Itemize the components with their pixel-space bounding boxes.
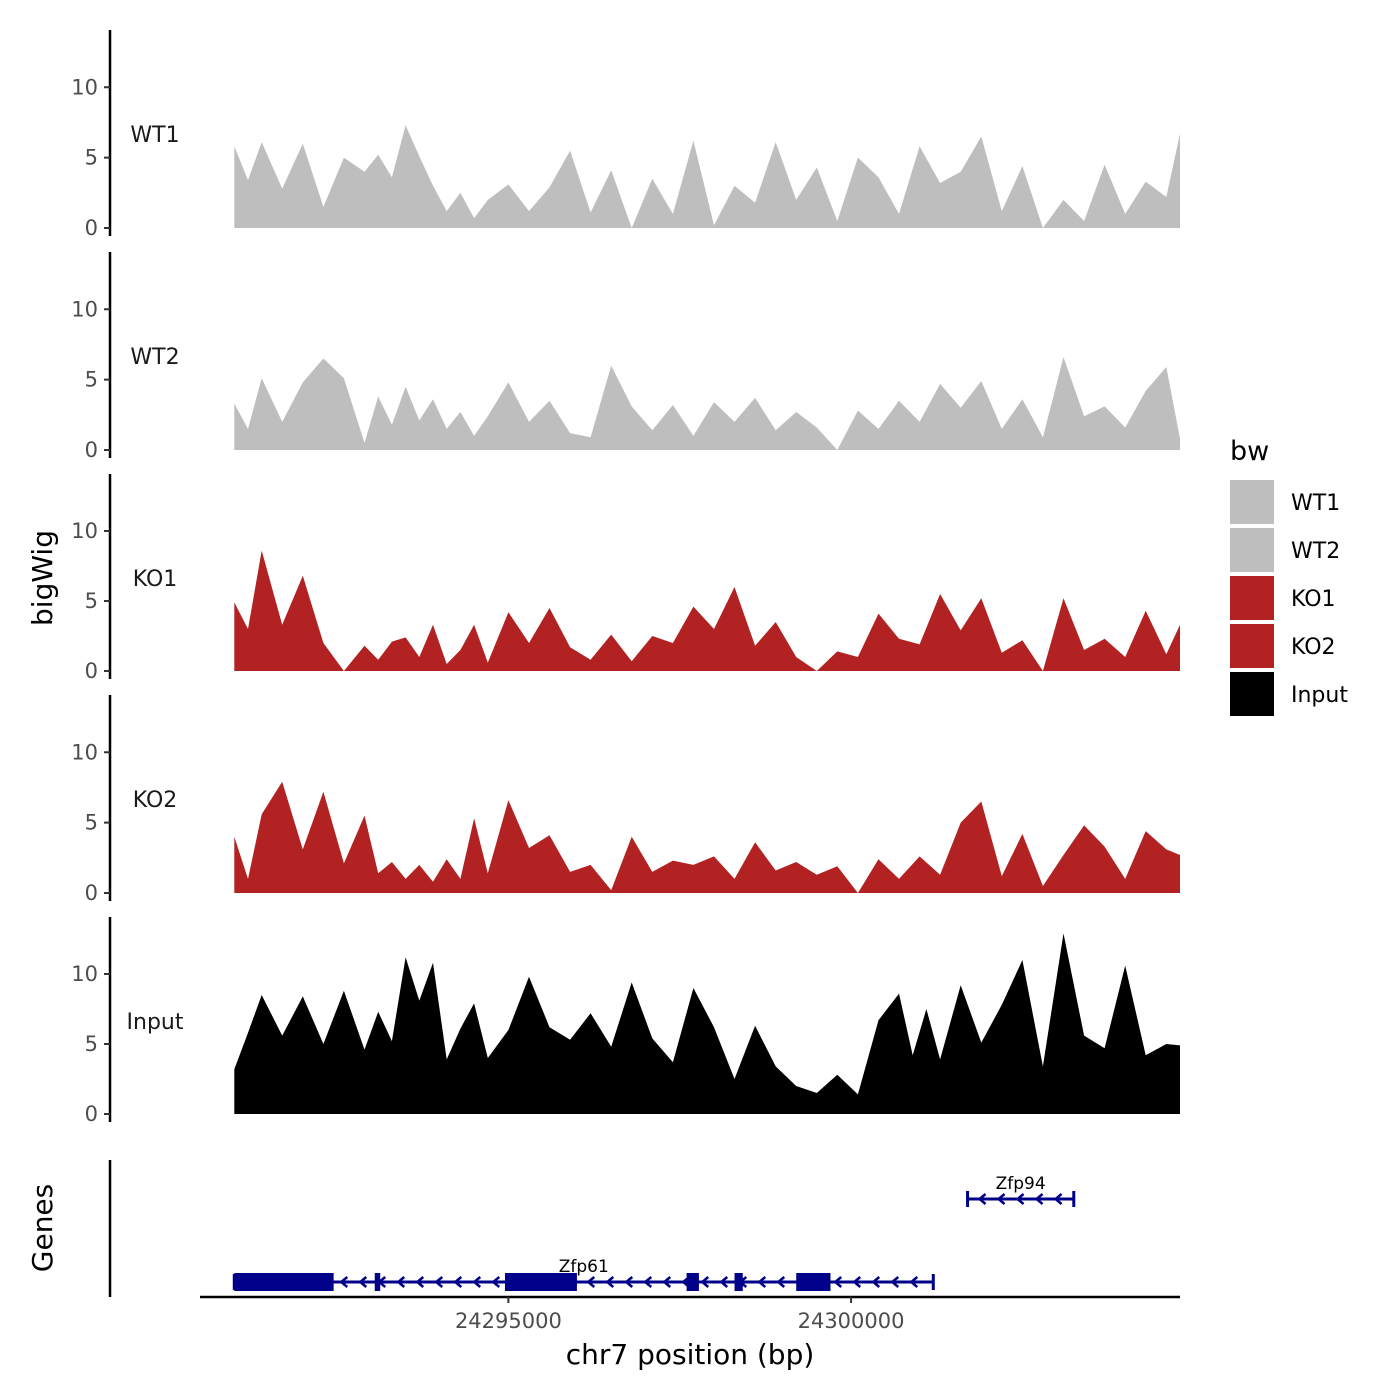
strand-arrow: [453, 1276, 463, 1288]
legend-label: WT2: [1291, 539, 1340, 564]
strand-arrow: [909, 1276, 919, 1288]
strand-arrow: [977, 1193, 987, 1205]
strand-arrow: [643, 1276, 653, 1288]
legend-swatch: [1230, 672, 1274, 716]
track-ko1: 0 5 10 KO1: [71, 474, 1181, 683]
coverage-area-ko1: [234, 550, 1181, 671]
x-axis-title: chr7 position (bp): [566, 1338, 815, 1371]
gene-exon: [686, 1273, 699, 1291]
gene-zfp61: Zfp61: [232, 1257, 935, 1291]
legend-item-wt2: WT2: [1230, 528, 1340, 572]
track-wt2: 0 5 10 WT2: [71, 252, 1181, 462]
strand-arrow: [396, 1276, 406, 1288]
legend: bw WT1 WT2 KO1 KO2 Input: [1230, 436, 1348, 716]
strand-arrow: [833, 1276, 843, 1288]
track-label-ko1: KO1: [133, 567, 178, 592]
coverage-area-wt1: [234, 125, 1181, 228]
strand-arrow: [871, 1276, 881, 1288]
strand-arrow: [1053, 1193, 1063, 1205]
legend-item-ko1: KO1: [1230, 576, 1336, 620]
track-label-wt1: WT1: [130, 123, 179, 148]
gene-annotation-panel: Zfp61 Zfp94: [108, 1160, 1076, 1297]
legend-item-ko2: KO2: [1230, 624, 1336, 668]
legend-label: Input: [1291, 683, 1348, 708]
y-tick-label: 5: [85, 811, 98, 835]
legend-label: KO1: [1291, 587, 1336, 612]
coverage-area-wt2: [234, 357, 1181, 450]
gene-exon: [734, 1273, 743, 1291]
strand-arrow: [624, 1276, 634, 1288]
legend-item-input: Input: [1230, 672, 1348, 716]
gene-zfp94: Zfp94: [966, 1174, 1076, 1207]
strand-arrow: [605, 1276, 615, 1288]
y-tick-label: 0: [85, 659, 98, 683]
track-label-ko2: KO2: [133, 788, 178, 813]
strand-arrow: [890, 1276, 900, 1288]
gene-exon: [796, 1273, 831, 1291]
gene-label: Zfp61: [559, 1257, 609, 1277]
coverage-area-input: [234, 933, 1181, 1114]
gene-label: Zfp94: [996, 1174, 1046, 1194]
y-axis-title: bigWig: [26, 530, 59, 626]
strand-arrow: [491, 1276, 501, 1288]
track-ko2: 0 5 10 KO2: [71, 695, 1181, 905]
y-tick-label: 5: [85, 589, 98, 613]
y-tick-label: 0: [85, 1102, 98, 1126]
strand-arrow: [662, 1276, 672, 1288]
y-tick-label: 0: [85, 438, 98, 462]
track-label-input: Input: [127, 1010, 184, 1035]
legend-title: bw: [1230, 436, 1269, 467]
strand-arrow: [586, 1276, 596, 1288]
legend-item-wt1: WT1: [1230, 480, 1340, 524]
strand-arrow: [415, 1276, 425, 1288]
strand-arrow: [358, 1276, 368, 1288]
y-tick-label: 0: [85, 881, 98, 905]
gene-exon: [234, 1273, 334, 1291]
y-tick-label: 10: [71, 962, 98, 986]
x-tick-label: 24295000: [455, 1309, 562, 1333]
strand-arrow: [700, 1276, 710, 1288]
gene-exon: [374, 1273, 381, 1291]
y-tick-label: 5: [85, 1032, 98, 1056]
y-tick-label: 10: [71, 297, 98, 321]
strand-arrow: [996, 1193, 1006, 1205]
track-wt1: 0 5 10 WT1: [71, 30, 1181, 240]
track-label-wt2: WT2: [130, 345, 179, 370]
x-tick-label: 24300000: [798, 1309, 905, 1333]
strand-arrow: [434, 1276, 444, 1288]
x-axis: 24295000 24300000: [200, 1295, 1180, 1333]
legend-swatch: [1230, 624, 1274, 668]
y-tick-label: 10: [71, 75, 98, 99]
strand-arrow: [472, 1276, 482, 1288]
track-input: 0 5 10 Input: [71, 917, 1181, 1126]
genes-axis-title: Genes: [26, 1184, 59, 1272]
legend-swatch: [1230, 576, 1274, 620]
strand-arrow: [1015, 1193, 1025, 1205]
strand-arrow: [852, 1276, 862, 1288]
y-tick-label: 10: [71, 519, 98, 543]
legend-swatch: [1230, 528, 1274, 572]
legend-swatch: [1230, 480, 1274, 524]
gene-exon: [504, 1273, 577, 1291]
strand-arrow: [339, 1276, 349, 1288]
strand-arrow: [776, 1276, 786, 1288]
legend-label: KO2: [1291, 635, 1336, 660]
coverage-tracks: 0 5 10 WT1 0 5 10 WT2 0 5 10 KO1 0 5 10 KO2 0 5 10 Input: [71, 30, 1181, 1126]
y-tick-label: 10: [71, 740, 98, 764]
coverage-area-ko2: [234, 781, 1181, 893]
y-tick-label: 5: [85, 146, 98, 170]
y-tick-label: 5: [85, 368, 98, 392]
strand-arrow: [1034, 1193, 1044, 1205]
y-tick-label: 0: [85, 216, 98, 240]
strand-arrow: [757, 1276, 767, 1288]
strand-arrow: [719, 1276, 729, 1288]
legend-label: WT1: [1291, 491, 1340, 516]
